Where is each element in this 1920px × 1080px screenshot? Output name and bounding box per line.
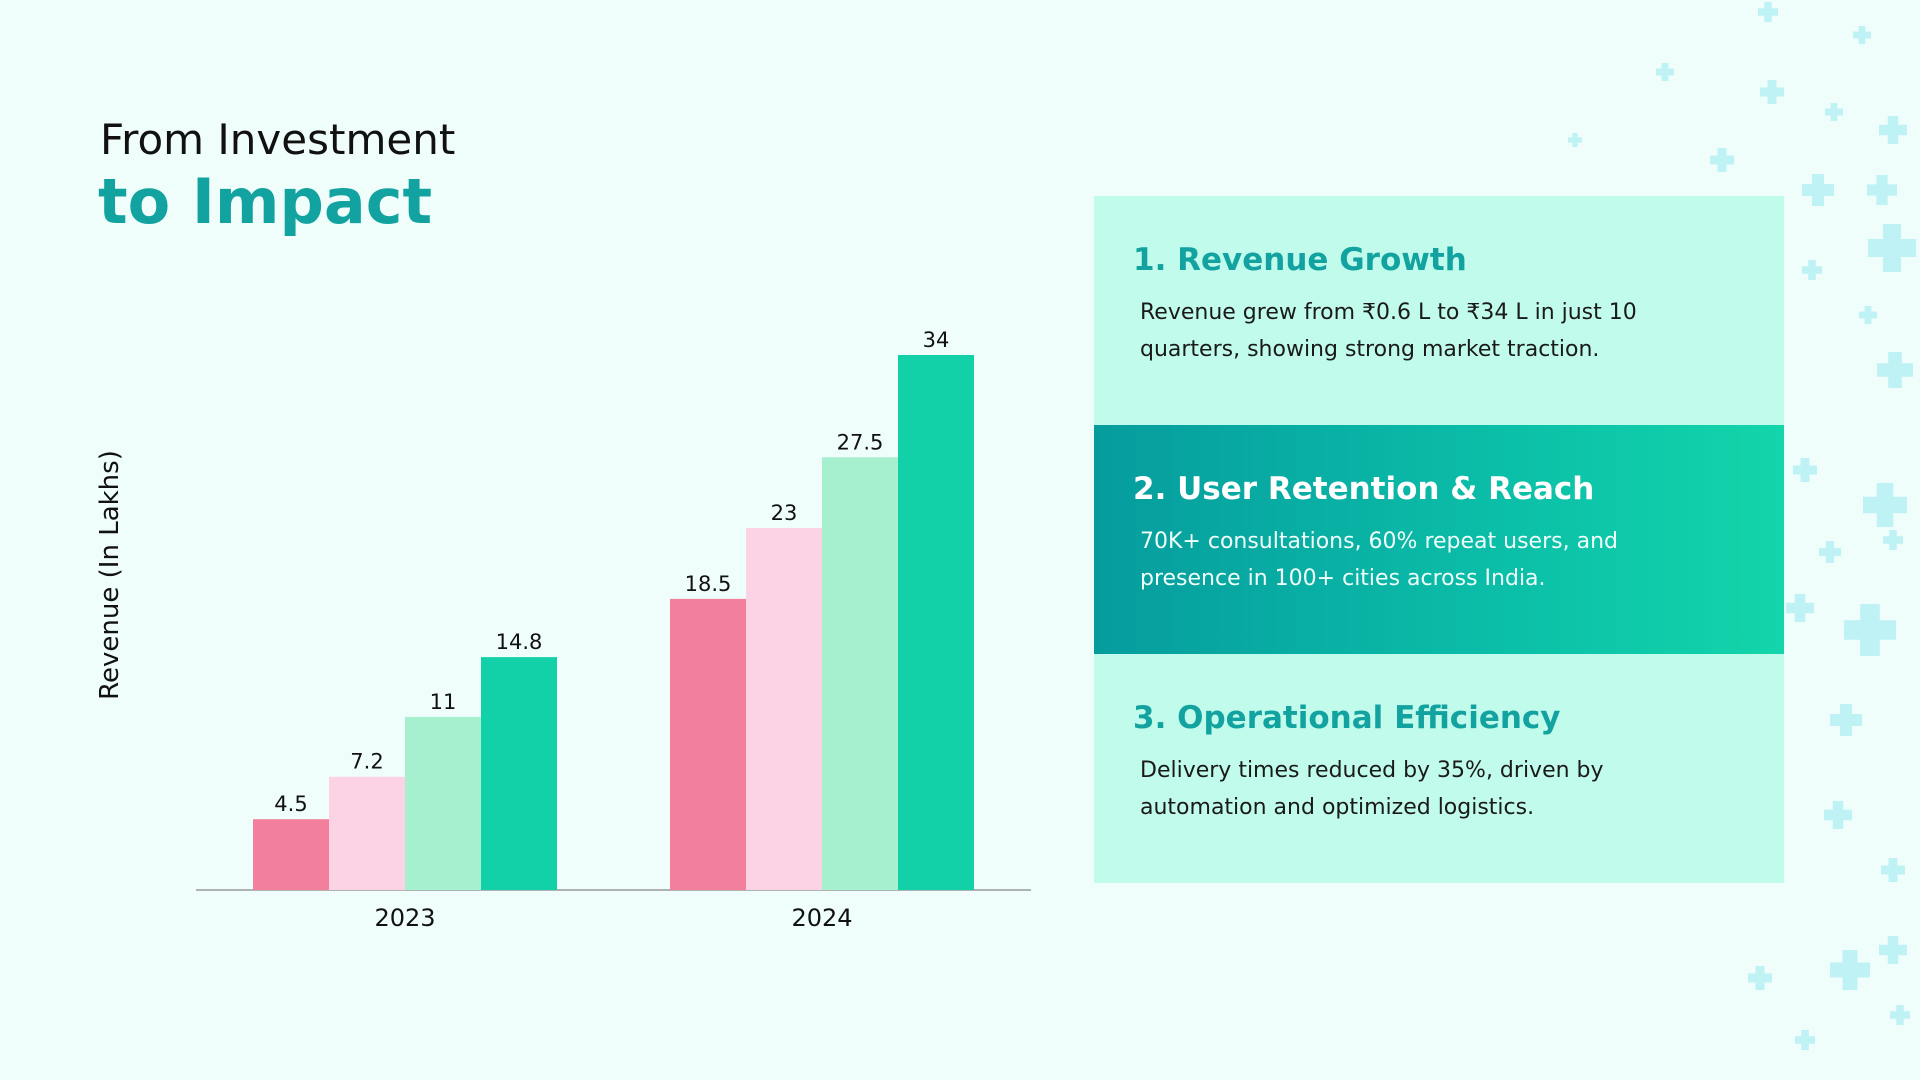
section-title: 2. User Retention & Reach bbox=[1133, 471, 1595, 507]
bar-2023-3 bbox=[405, 716, 481, 890]
cross-icon bbox=[1710, 148, 1734, 172]
cross-icon bbox=[1795, 1030, 1815, 1050]
bar-2024-3 bbox=[822, 457, 898, 890]
title-line-1: From Investment bbox=[100, 115, 456, 164]
section-title: 3. Operational Efficiency bbox=[1133, 700, 1561, 736]
section-body: 70K+ consultations, 60% repeat users, an… bbox=[1140, 529, 1618, 591]
cross-icon bbox=[1760, 80, 1784, 104]
bar-value-label: 11 bbox=[430, 690, 457, 714]
cross-icon bbox=[1802, 174, 1834, 206]
cross-icon bbox=[1824, 801, 1852, 829]
cross-icon bbox=[1863, 483, 1907, 527]
bar-value-label: 4.5 bbox=[274, 792, 307, 816]
cross-icon bbox=[1853, 26, 1871, 44]
cross-icon bbox=[1877, 352, 1913, 388]
section-body: Revenue grew from ₹0.6 L to ₹34 L in jus… bbox=[1140, 300, 1637, 362]
section-body: Delivery times reduced by 35%, driven by… bbox=[1140, 758, 1604, 820]
cross-icon bbox=[1830, 704, 1862, 736]
highlights-panel: 1. Revenue Growth Revenue grew from ₹0.6… bbox=[1094, 196, 1784, 883]
bar-value-label: 23 bbox=[771, 501, 798, 525]
section-title: 1. Revenue Growth bbox=[1133, 242, 1467, 278]
cross-icon bbox=[1859, 306, 1877, 324]
cross-icon bbox=[1758, 2, 1778, 22]
cross-icon bbox=[1830, 950, 1870, 990]
bar-value-label: 27.5 bbox=[837, 430, 884, 454]
bar-2024-4 bbox=[898, 355, 974, 890]
bar-value-label: 7.2 bbox=[350, 750, 383, 774]
bar-2023-1 bbox=[253, 819, 329, 890]
cross-icon bbox=[1802, 260, 1822, 280]
bar-value-label: 18.5 bbox=[685, 572, 732, 596]
bar-value-label: 34 bbox=[923, 328, 950, 352]
section-revenue-growth: 1. Revenue Growth Revenue grew from ₹0.6… bbox=[1094, 196, 1784, 425]
section-user-retention: 2. User Retention & Reach 70K+ consultat… bbox=[1094, 425, 1784, 654]
cross-icon bbox=[1819, 541, 1841, 563]
cross-icon bbox=[1786, 594, 1814, 622]
section-operational-efficiency: 3. Operational Efficiency Delivery times… bbox=[1094, 654, 1784, 883]
cross-icon bbox=[1793, 458, 1817, 482]
x-tick-label: 2023 bbox=[374, 904, 435, 932]
bar-2024-2 bbox=[746, 528, 822, 890]
bar-2024-1 bbox=[670, 598, 746, 890]
cross-icon bbox=[1881, 858, 1905, 882]
cross-icon bbox=[1879, 116, 1907, 144]
title-line-2: to Impact bbox=[98, 165, 433, 238]
cross-icon bbox=[1568, 133, 1582, 147]
cross-icon bbox=[1883, 530, 1903, 550]
bar-2023-2 bbox=[329, 776, 405, 890]
bar-2023-4 bbox=[481, 657, 557, 890]
revenue-bar-chart: Revenue (In Lakhs) 4.5 7.2 11 14.8 2023 18.5 2… bbox=[95, 328, 1031, 932]
x-tick-label: 2024 bbox=[791, 904, 852, 932]
cross-icon bbox=[1656, 63, 1674, 81]
cross-icon bbox=[1748, 966, 1772, 990]
cross-icon bbox=[1844, 604, 1896, 656]
y-axis-label: Revenue (In Lakhs) bbox=[95, 450, 125, 700]
cross-icon bbox=[1867, 175, 1897, 205]
cross-icon bbox=[1890, 1005, 1910, 1025]
cross-icon bbox=[1868, 224, 1916, 272]
cross-icon bbox=[1825, 103, 1843, 121]
bar-value-label: 14.8 bbox=[496, 630, 543, 654]
cross-icon bbox=[1879, 936, 1907, 964]
